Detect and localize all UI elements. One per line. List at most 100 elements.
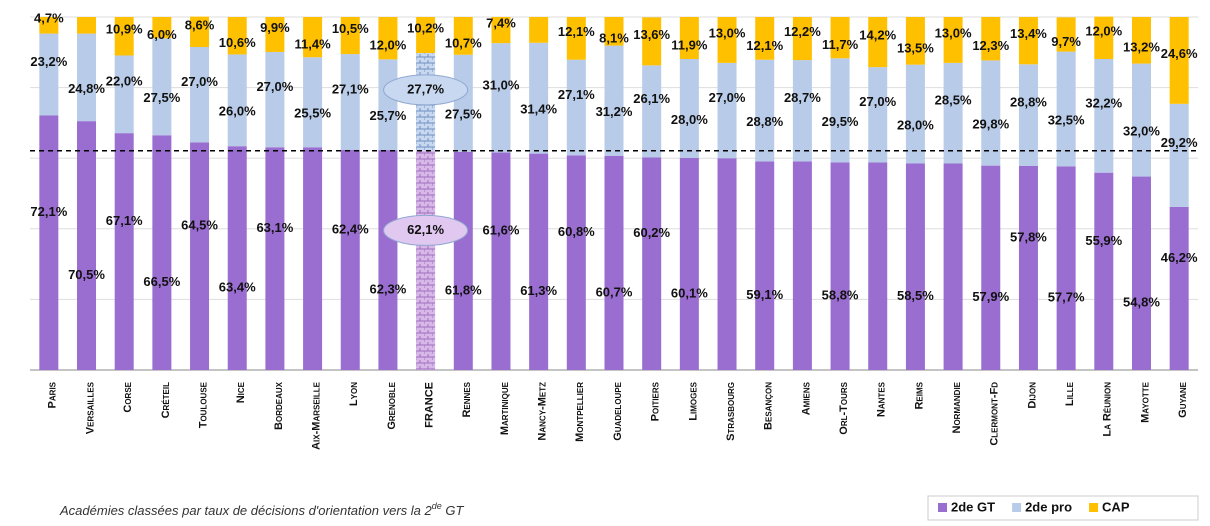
legend bbox=[927, 495, 1199, 521]
data-label: 24,8% bbox=[68, 81, 105, 96]
bar-segment bbox=[792, 17, 812, 61]
data-label: 57,8% bbox=[1010, 229, 1047, 244]
data-label: 22,0% bbox=[106, 74, 143, 89]
bar-segment bbox=[679, 17, 699, 60]
bar-segment bbox=[1018, 17, 1038, 65]
data-label: 55,9% bbox=[1085, 233, 1122, 248]
bar-segment bbox=[1056, 17, 1076, 52]
bar-segment bbox=[905, 64, 925, 164]
bar-segment bbox=[1056, 51, 1076, 167]
bar-segment bbox=[227, 146, 247, 370]
x-tick-label: Guyane bbox=[1177, 381, 1189, 417]
legend-swatch bbox=[1089, 503, 1099, 512]
data-label: 57,9% bbox=[972, 289, 1009, 304]
bar-segment bbox=[604, 17, 624, 46]
bar-segment bbox=[529, 17, 549, 43]
data-label: 31,0% bbox=[483, 77, 520, 92]
bar-segment bbox=[39, 17, 59, 34]
bar-segment bbox=[152, 17, 172, 39]
data-label: 27,5% bbox=[445, 107, 482, 122]
data-label: 23,2% bbox=[30, 54, 67, 69]
x-tick-label: Limoges bbox=[687, 381, 699, 420]
bar-segment bbox=[378, 150, 398, 370]
bar-segment bbox=[830, 17, 850, 59]
data-label: 11,9% bbox=[671, 37, 708, 52]
bar-segment bbox=[39, 115, 59, 370]
data-label: 64,5% bbox=[181, 218, 218, 233]
bar-segment bbox=[905, 17, 925, 65]
bar-segment bbox=[943, 163, 963, 370]
legend-label: CAP bbox=[1102, 499, 1130, 514]
data-label: 32,2% bbox=[1085, 95, 1122, 110]
data-label: 28,8% bbox=[746, 114, 783, 129]
data-label: 60,1% bbox=[671, 285, 708, 300]
data-label: 9,9% bbox=[260, 20, 290, 35]
data-label: 61,6% bbox=[483, 223, 520, 238]
data-label: 27,1% bbox=[332, 81, 369, 96]
x-tick-label: Dijon bbox=[1026, 382, 1038, 409]
bar-segment bbox=[416, 17, 436, 54]
bar-segment bbox=[566, 17, 586, 60]
data-label: 10,6% bbox=[219, 35, 256, 50]
x-tick-label: Aix-Marseille bbox=[310, 381, 322, 450]
data-label: 29,5% bbox=[822, 114, 859, 129]
data-label: 54,8% bbox=[1123, 295, 1160, 310]
bar-segment bbox=[792, 161, 812, 370]
bar-segment bbox=[340, 149, 360, 370]
bar-segment bbox=[717, 17, 737, 63]
data-label: 62,3% bbox=[369, 281, 406, 296]
data-label: 31,2% bbox=[596, 104, 633, 119]
bar-segment bbox=[981, 17, 1001, 61]
bar-segment bbox=[1018, 64, 1038, 166]
x-tick-label: Paris bbox=[47, 381, 59, 408]
legend-swatch bbox=[938, 503, 947, 512]
bar-segment bbox=[717, 158, 737, 370]
bar-segment bbox=[265, 17, 285, 52]
bar-segment bbox=[227, 17, 247, 55]
data-label: 12,1% bbox=[746, 38, 783, 53]
bar-segment bbox=[679, 157, 699, 370]
data-label: 28,0% bbox=[897, 118, 934, 133]
bar-segment bbox=[1056, 166, 1076, 370]
data-label: 13,6% bbox=[633, 27, 670, 42]
bar-segment bbox=[679, 59, 699, 158]
data-label: 70,5% bbox=[68, 267, 105, 282]
data-label: 10,7% bbox=[445, 35, 482, 50]
x-tick-label: Lille bbox=[1064, 381, 1076, 406]
bar-segment bbox=[1018, 165, 1038, 370]
bar-segment bbox=[453, 151, 473, 370]
bar-segment bbox=[265, 51, 285, 148]
bar-segment bbox=[453, 54, 473, 152]
bar-segment bbox=[604, 155, 624, 370]
bar-segment bbox=[1169, 206, 1189, 370]
data-label: 12,3% bbox=[972, 38, 1009, 53]
data-label: 27,0% bbox=[181, 74, 218, 89]
bar-segment bbox=[265, 147, 285, 370]
x-tick-label: Besançon bbox=[763, 382, 775, 430]
data-label: 27,0% bbox=[256, 79, 293, 94]
data-label: 4,7% bbox=[34, 11, 64, 26]
data-label: 26,0% bbox=[219, 104, 256, 119]
x-tick-label: Orl-Tours bbox=[838, 381, 850, 434]
bar-segment bbox=[303, 147, 323, 370]
data-label: 13,0% bbox=[709, 25, 746, 40]
bar-segment bbox=[830, 58, 850, 163]
data-label: 25,7% bbox=[369, 108, 406, 123]
bar-segment bbox=[529, 42, 549, 154]
data-label: 10,5% bbox=[332, 21, 369, 36]
bar-segment bbox=[77, 17, 97, 34]
x-tick-label: FRANCE bbox=[424, 382, 436, 428]
x-tick-label: Lyon bbox=[348, 382, 360, 406]
x-tick-label: Nice bbox=[235, 381, 247, 403]
bar-segment bbox=[340, 17, 360, 55]
x-tick-label: Montpellier bbox=[574, 382, 586, 442]
data-label: 27,1% bbox=[558, 87, 595, 102]
legend-label: 2de pro bbox=[1025, 499, 1072, 514]
x-tick-label: Rennes bbox=[461, 381, 473, 417]
x-tick-label: Toulouse bbox=[197, 381, 209, 428]
bar-segment bbox=[868, 17, 888, 68]
bar-segment bbox=[604, 45, 624, 156]
data-label: 6,0% bbox=[147, 27, 177, 42]
bar-segment bbox=[491, 152, 511, 370]
